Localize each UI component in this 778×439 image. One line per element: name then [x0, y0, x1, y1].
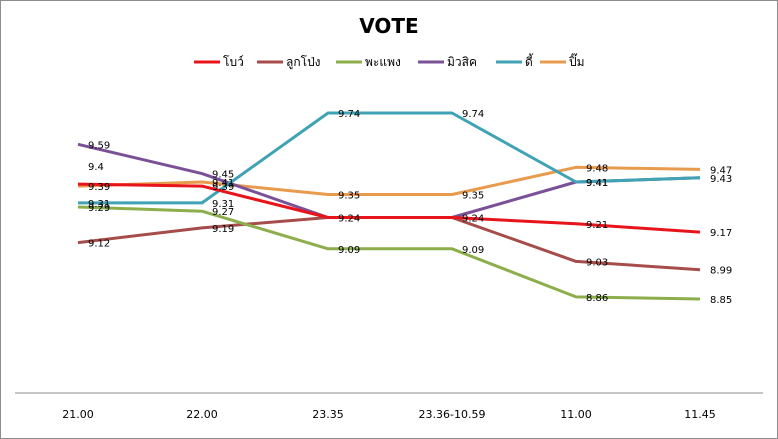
data-label: 8.85	[710, 295, 732, 306]
legend-label: ดี้	[525, 53, 534, 69]
legend-label: พะแพง	[365, 55, 401, 69]
data-label: 9.48	[586, 163, 608, 174]
data-label: 9.41	[586, 178, 608, 189]
series-line	[77, 165, 701, 196]
legend-label: ลูกโป่ง	[286, 55, 321, 70]
legend: โบว์ ลูกโป่ง พะแพง มิวสิค ดี้ ปิ๊ม	[194, 53, 585, 70]
data-labels: 9.599.49.399.319.299.129.459.419.399.319…	[88, 109, 732, 306]
legend-label: มิวสิค	[447, 55, 477, 69]
data-label: 9.59	[88, 140, 110, 151]
series-lines	[77, 111, 701, 301]
x-tick-label: 11.45	[684, 408, 716, 421]
x-tick-label: 11.00	[560, 408, 592, 421]
series-line	[77, 182, 701, 234]
data-label: 9.09	[338, 245, 360, 256]
data-label: 9.35	[338, 191, 360, 202]
chart-title: VOTE	[359, 14, 418, 38]
data-label: 9.09	[462, 245, 484, 256]
x-tick-label: 21.00	[62, 408, 94, 421]
data-label: 9.12	[88, 239, 110, 250]
series-line	[78, 111, 701, 205]
data-label: 9.41	[212, 178, 234, 189]
data-label: 8.99	[710, 266, 732, 277]
data-label: 9.41	[586, 178, 608, 189]
data-label: 9.03	[586, 257, 608, 268]
data-label: 9.4	[88, 162, 104, 173]
data-label: 9.39	[212, 182, 234, 193]
legend-label: ปิ๊ม	[568, 53, 584, 69]
data-label: 9.45	[212, 170, 234, 181]
data-label: 9.31	[88, 199, 110, 210]
x-tick-label: 22.00	[186, 408, 218, 421]
x-axis-ticks: 21.00 22.00 23.35 23.36-10.59 11.00 11.45	[62, 408, 716, 421]
data-label: 9.21	[586, 220, 608, 231]
data-label: 9.24	[338, 214, 360, 225]
data-label: 9.27	[212, 207, 234, 218]
data-label: 9.39	[88, 182, 110, 193]
data-label: 9.31	[212, 199, 234, 210]
data-label: 9.74	[338, 109, 360, 120]
data-label: 9.19	[212, 224, 234, 235]
data-label: 9.35	[462, 191, 484, 202]
data-label: 9.29	[88, 203, 110, 214]
legend-label: โบว์	[223, 55, 244, 69]
x-tick-label: 23.36-10.59	[419, 408, 486, 421]
x-tick-label: 23.35	[312, 408, 344, 421]
data-label: 9.74	[462, 109, 484, 120]
data-label: 9.17	[710, 228, 732, 239]
data-label: 9.47	[710, 165, 732, 176]
data-label: 9.24	[462, 214, 484, 225]
data-label: 8.86	[586, 293, 608, 304]
data-label: 9.43	[710, 174, 732, 185]
series-line	[77, 205, 701, 301]
